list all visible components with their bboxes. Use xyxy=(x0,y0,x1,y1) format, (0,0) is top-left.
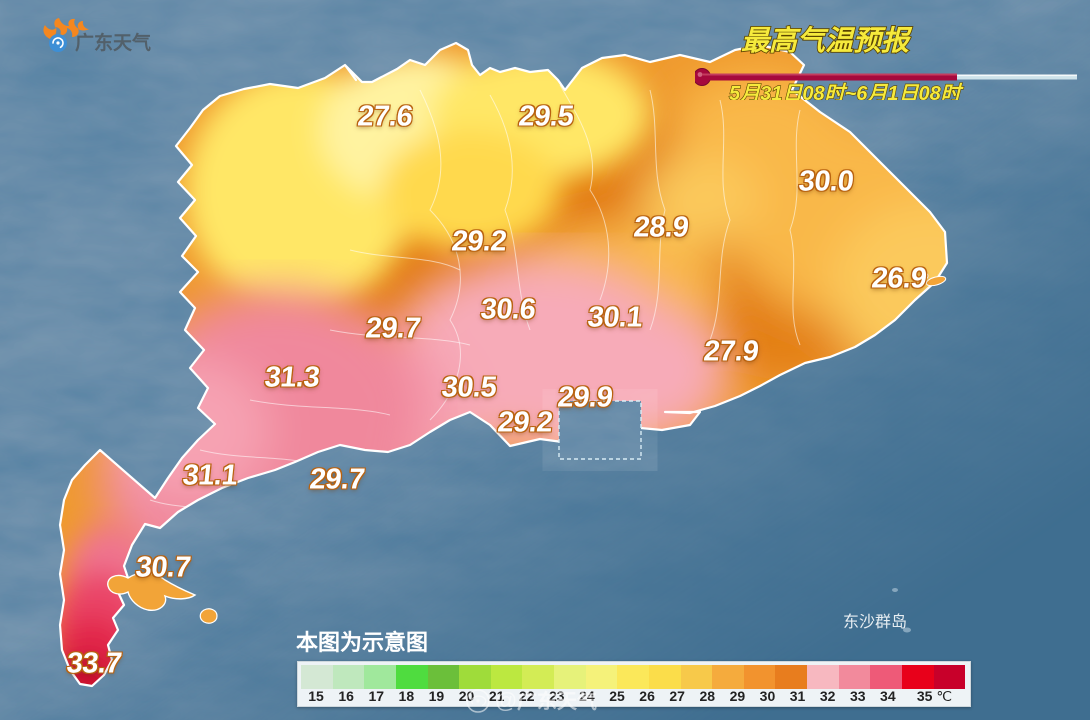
svg-text:广东天气: 广东天气 xyxy=(75,31,151,54)
svg-text:最高气温预报: 最高气温预报 xyxy=(741,25,913,56)
svg-text:5月31日08时~6月1日08时: 5月31日08时~6月1日08时 xyxy=(729,82,964,100)
